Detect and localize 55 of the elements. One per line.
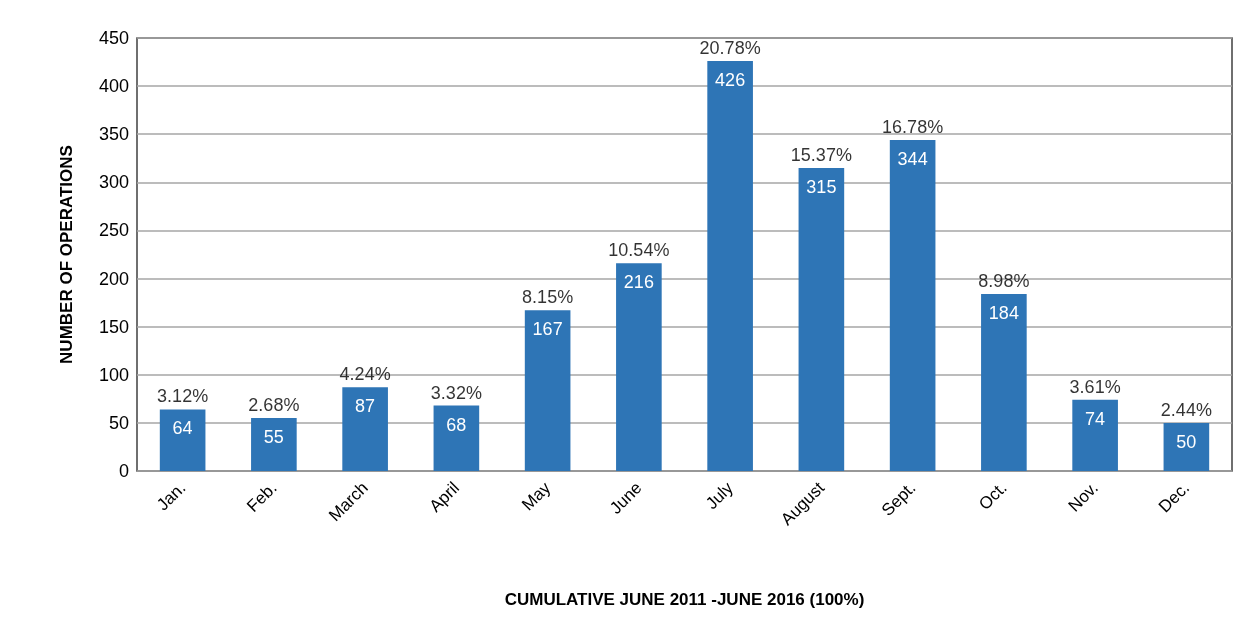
bar [342, 387, 388, 471]
bar [1163, 422, 1210, 471]
data-label: 64 [172, 418, 193, 439]
y-tick-label: 150 [98, 316, 129, 337]
annotation: 3.12% [157, 386, 209, 407]
data-label: 55 [263, 427, 284, 448]
x-tick-label: Dec. [1154, 478, 1194, 517]
x-axis-title: CUMULATIVE JUNE 2011 -JUNE 2016 (100%) [504, 590, 865, 609]
annotation: 2.44% [1160, 399, 1212, 420]
x-tick-label: Oct. [975, 478, 1011, 514]
bar [251, 418, 297, 471]
x-tick-label: Feb. [243, 478, 281, 516]
data-label: 216 [623, 272, 654, 293]
bar [433, 405, 480, 471]
data-label: 87 [355, 396, 376, 417]
annotation: 8.98% [978, 270, 1030, 291]
bar [981, 293, 1027, 471]
data-label: 426 [715, 70, 746, 91]
annotation: 2.68% [248, 395, 300, 416]
annotation: 3.61% [1069, 376, 1121, 397]
bar [159, 409, 206, 471]
y-tick-label: 350 [98, 124, 129, 145]
bar [524, 310, 571, 471]
data-label: 315 [806, 176, 837, 197]
y-tick-label: 450 [98, 28, 129, 48]
annotation: 8.15% [522, 287, 574, 308]
annotation: 10.54% [608, 240, 670, 261]
y-tick-label: 50 [108, 412, 129, 433]
data-label: 50 [1176, 431, 1197, 452]
y-tick-label: 300 [98, 172, 129, 193]
data-label: 344 [897, 149, 928, 169]
data-label: 184 [988, 302, 1019, 323]
x-tick-label: July [702, 477, 738, 514]
y-tick-label: 100 [98, 364, 129, 385]
data-label: 167 [532, 319, 563, 340]
bar [798, 167, 845, 471]
data-label: 74 [1085, 408, 1106, 429]
x-tick-label: Jan. [153, 478, 190, 515]
annotation: 16.78% [882, 117, 944, 137]
x-tick-label: Nov. [1064, 478, 1102, 516]
x-tick-label: May [518, 477, 555, 515]
annotation: 20.78% [699, 38, 761, 59]
y-axis-title: NUMBER OF OPERATIONS [57, 145, 76, 364]
data-label: 68 [446, 414, 467, 435]
annotation: 15.37% [790, 144, 852, 165]
y-tick-label: 250 [98, 220, 129, 241]
y-tick-label: 0 [118, 461, 129, 481]
bar [889, 140, 936, 471]
y-tick-label: 400 [98, 76, 129, 97]
bar [616, 263, 662, 471]
annotation: 3.32% [430, 382, 482, 403]
bar [1072, 399, 1118, 471]
annotation: 4.24% [339, 364, 391, 385]
bar [707, 61, 753, 471]
y-tick-label: 200 [98, 268, 129, 289]
